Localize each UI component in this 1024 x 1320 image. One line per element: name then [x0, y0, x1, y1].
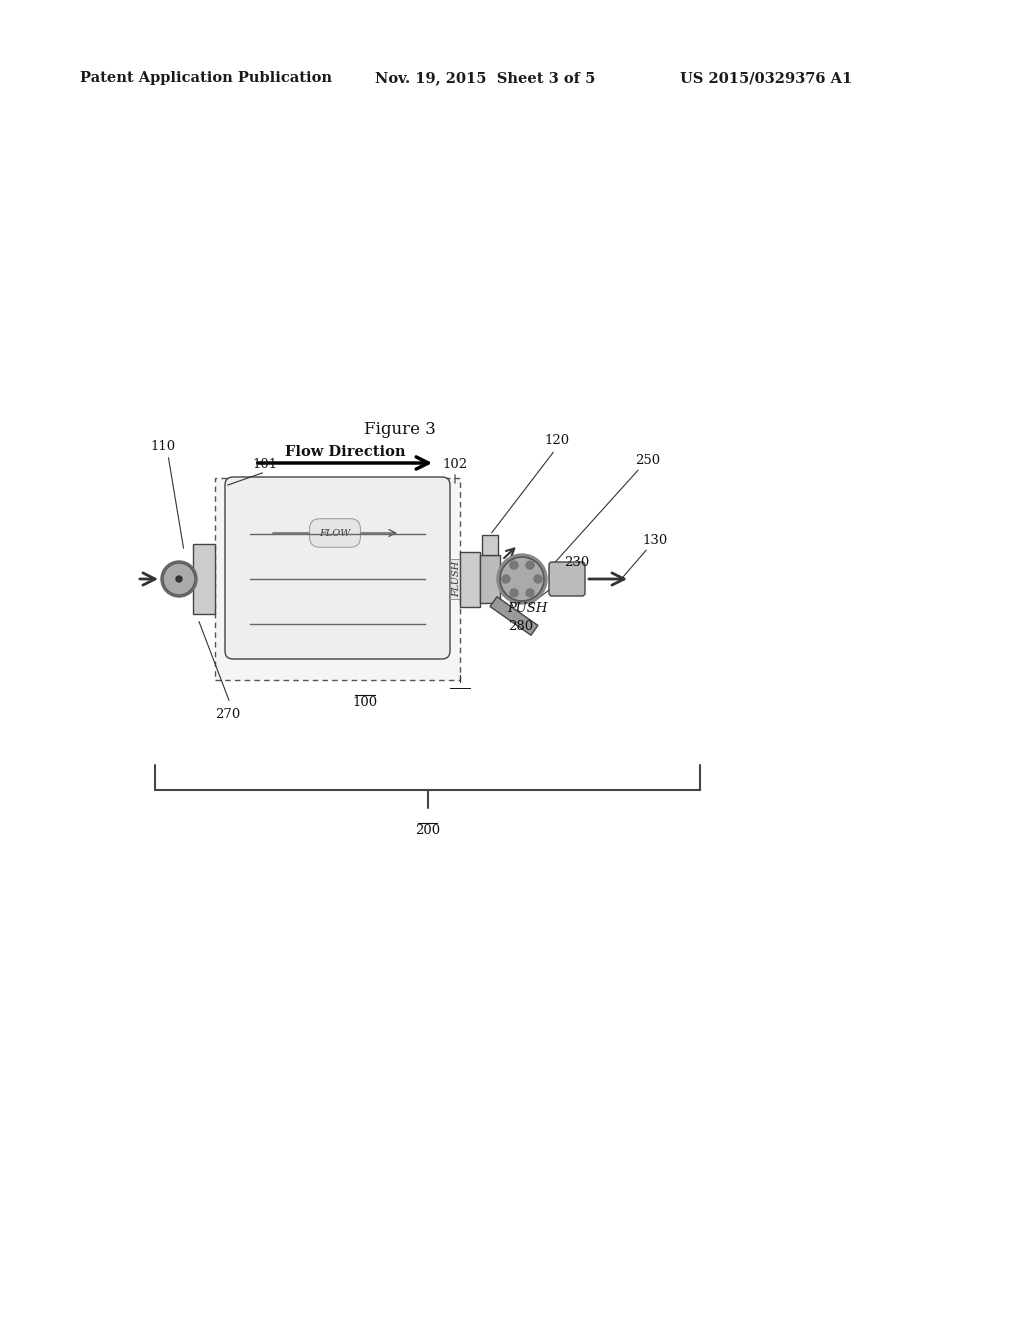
Text: 270: 270 — [215, 708, 241, 721]
Bar — [460, 552, 480, 606]
Text: Flow Direction: Flow Direction — [285, 445, 406, 459]
Text: 100: 100 — [352, 696, 378, 709]
Text: FLOW: FLOW — [319, 528, 350, 537]
FancyBboxPatch shape — [225, 477, 450, 659]
Circle shape — [510, 561, 518, 569]
FancyBboxPatch shape — [549, 562, 585, 597]
Circle shape — [163, 564, 195, 595]
Text: FLUSH: FLUSH — [453, 561, 462, 597]
Text: 120: 120 — [545, 434, 569, 447]
Text: Figure 3: Figure 3 — [365, 421, 436, 438]
Text: Nov. 19, 2015  Sheet 3 of 5: Nov. 19, 2015 Sheet 3 of 5 — [375, 71, 595, 84]
Text: US 2015/0329376 A1: US 2015/0329376 A1 — [680, 71, 852, 84]
Text: 250: 250 — [636, 454, 660, 466]
Circle shape — [502, 576, 510, 583]
Text: 130: 130 — [642, 533, 668, 546]
Circle shape — [176, 576, 182, 582]
Circle shape — [526, 561, 534, 569]
Text: 200: 200 — [415, 824, 440, 837]
Circle shape — [497, 554, 547, 605]
Bar — [482, 535, 498, 554]
Bar — [193, 544, 215, 614]
Text: Patent Application Publication: Patent Application Publication — [80, 71, 332, 84]
Circle shape — [161, 561, 197, 597]
Text: 280: 280 — [509, 619, 534, 632]
Text: 101: 101 — [253, 458, 278, 470]
Circle shape — [510, 589, 518, 597]
Text: 230: 230 — [564, 556, 590, 569]
Bar — [215, 478, 460, 680]
Circle shape — [500, 557, 544, 601]
Circle shape — [526, 589, 534, 597]
Bar — [480, 554, 500, 603]
Circle shape — [534, 576, 542, 583]
Text: PUSH: PUSH — [507, 602, 547, 615]
Text: 102: 102 — [442, 458, 468, 470]
Text: 110: 110 — [151, 440, 175, 453]
Bar — [490, 597, 538, 635]
